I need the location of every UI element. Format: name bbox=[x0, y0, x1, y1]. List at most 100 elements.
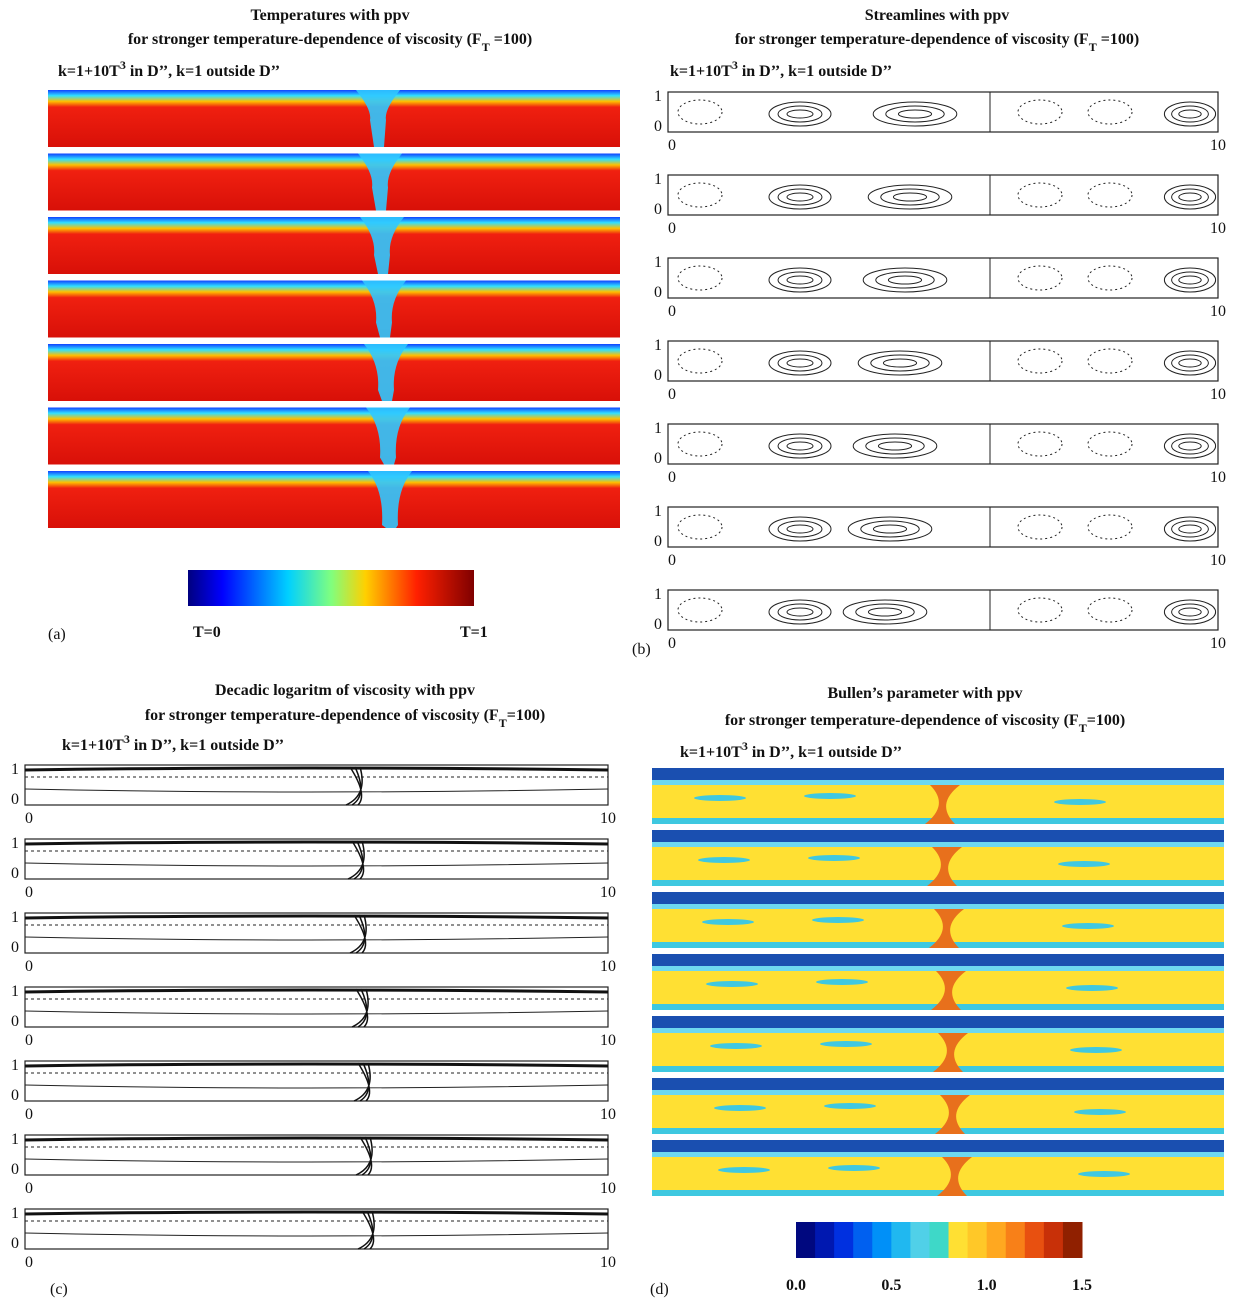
streamline bbox=[1171, 437, 1209, 455]
top-band-light bbox=[652, 1028, 1224, 1033]
streamline-dashed bbox=[1087, 348, 1133, 374]
plume-patch bbox=[937, 1157, 972, 1196]
y-tick-label: 1 bbox=[11, 983, 19, 1000]
panel-subtitle-part: T bbox=[1089, 40, 1097, 54]
conductivity-note-part: 3 bbox=[732, 58, 738, 72]
panel-label: (b) bbox=[632, 641, 651, 658]
streamline bbox=[1178, 607, 1202, 617]
cold-plume bbox=[360, 217, 404, 274]
streamline bbox=[768, 516, 832, 542]
streamline bbox=[872, 524, 908, 534]
colorbar-cell bbox=[1043, 1222, 1064, 1258]
x-tick-label: 10 bbox=[600, 958, 616, 975]
x-tick-label: 0 bbox=[668, 635, 676, 652]
y-tick-label: 1 bbox=[654, 420, 662, 437]
strip-field bbox=[48, 280, 620, 338]
y-tick-label: 1 bbox=[654, 171, 662, 188]
isoline bbox=[24, 1158, 609, 1163]
streamline bbox=[768, 267, 832, 293]
patch bbox=[1070, 1047, 1122, 1053]
x-tick-label: 0 bbox=[25, 1254, 33, 1271]
colorbar-cell bbox=[910, 1222, 930, 1258]
strip-frame bbox=[24, 1134, 609, 1176]
isoline-thick bbox=[24, 988, 609, 994]
streamline bbox=[880, 188, 940, 206]
streamline bbox=[768, 350, 832, 376]
bottom-band bbox=[652, 1190, 1224, 1196]
streamline-dashed bbox=[1017, 265, 1063, 291]
y-tick-label: 0 bbox=[11, 939, 19, 956]
streamline bbox=[1171, 188, 1209, 206]
strip-field bbox=[48, 407, 620, 465]
patch bbox=[1062, 923, 1114, 929]
panel-label: (a) bbox=[48, 626, 66, 643]
streamline-dashed bbox=[1017, 348, 1063, 374]
streamline bbox=[1163, 101, 1217, 127]
temperature-strip bbox=[48, 153, 620, 211]
panel-subtitle-part: for stronger temperature-dependence of v… bbox=[145, 707, 499, 724]
streamline bbox=[777, 271, 823, 289]
streamline bbox=[786, 524, 814, 534]
top-band bbox=[652, 830, 1224, 842]
strip-frame bbox=[24, 764, 609, 806]
streamline bbox=[1163, 599, 1217, 625]
isoline bbox=[24, 1084, 609, 1089]
patch bbox=[702, 919, 754, 925]
conductivity-note: k=1+10T3 in D’’, k=1 outside D’’ bbox=[670, 58, 892, 80]
contour-strip bbox=[24, 912, 609, 954]
y-tick-label: 1 bbox=[11, 761, 19, 778]
x-tick-label: 0 bbox=[668, 303, 676, 320]
streamline bbox=[768, 101, 832, 127]
x-tick-label: 10 bbox=[1210, 303, 1226, 320]
conductivity-note-part: k=1+10T bbox=[680, 744, 742, 761]
colorbar-cell bbox=[815, 1222, 835, 1258]
plume-isoline bbox=[349, 914, 367, 954]
streamline bbox=[1178, 275, 1202, 285]
contour-strip bbox=[24, 764, 609, 806]
y-tick-label: 1 bbox=[654, 254, 662, 271]
y-tick-label: 1 bbox=[11, 1131, 19, 1148]
plume-patch bbox=[931, 971, 966, 1010]
colorbar-cell bbox=[986, 1222, 1007, 1258]
isoline bbox=[24, 1232, 609, 1237]
contour-strip bbox=[667, 340, 1219, 382]
panel-subtitle-part: =100) bbox=[490, 31, 532, 48]
y-tick-label: 0 bbox=[654, 616, 662, 633]
plume-patch bbox=[933, 1033, 968, 1072]
strip-frame bbox=[667, 257, 1219, 299]
conductivity-note-part: in D’’, k=1 outside D’’ bbox=[748, 744, 902, 761]
streamline-dashed bbox=[1017, 514, 1063, 540]
cold-plume bbox=[358, 153, 402, 211]
streamline bbox=[786, 192, 814, 202]
streamline bbox=[1178, 524, 1202, 534]
top-band bbox=[652, 768, 1224, 780]
streamline bbox=[1178, 192, 1202, 202]
isoline-thick bbox=[24, 1062, 609, 1068]
streamline bbox=[1163, 267, 1217, 293]
streamline bbox=[885, 105, 945, 123]
y-tick-label: 1 bbox=[11, 1205, 19, 1222]
colorbar-tick-label: 1.5 bbox=[1072, 1277, 1092, 1294]
colorbar-cell bbox=[929, 1222, 950, 1258]
top-band bbox=[652, 1140, 1224, 1152]
patch bbox=[694, 795, 746, 801]
streamline-dashed bbox=[677, 597, 723, 623]
panel-title: Decadic logaritm of viscosity with ppv bbox=[215, 682, 475, 699]
streamline-dashed bbox=[1017, 182, 1063, 208]
colorbar-cell bbox=[891, 1222, 911, 1258]
plume-isoline bbox=[345, 766, 363, 806]
x-tick-label: 10 bbox=[600, 1254, 616, 1271]
streamline bbox=[1171, 603, 1209, 621]
bottom-band bbox=[652, 1128, 1224, 1134]
streamline bbox=[777, 520, 823, 538]
panel-subtitle: for stronger temperature-dependence of v… bbox=[128, 31, 532, 54]
x-tick-label: 10 bbox=[600, 1106, 616, 1123]
colorbar-cell bbox=[853, 1222, 873, 1258]
cold-plume bbox=[362, 280, 406, 338]
x-tick-label: 10 bbox=[600, 884, 616, 901]
plume-isoline bbox=[355, 1136, 373, 1176]
panel-subtitle: for stronger temperature-dependence of v… bbox=[725, 712, 1125, 735]
plume-isoline bbox=[347, 840, 365, 880]
streamline-dashed bbox=[1017, 597, 1063, 623]
y-tick-label: 0 bbox=[654, 533, 662, 550]
